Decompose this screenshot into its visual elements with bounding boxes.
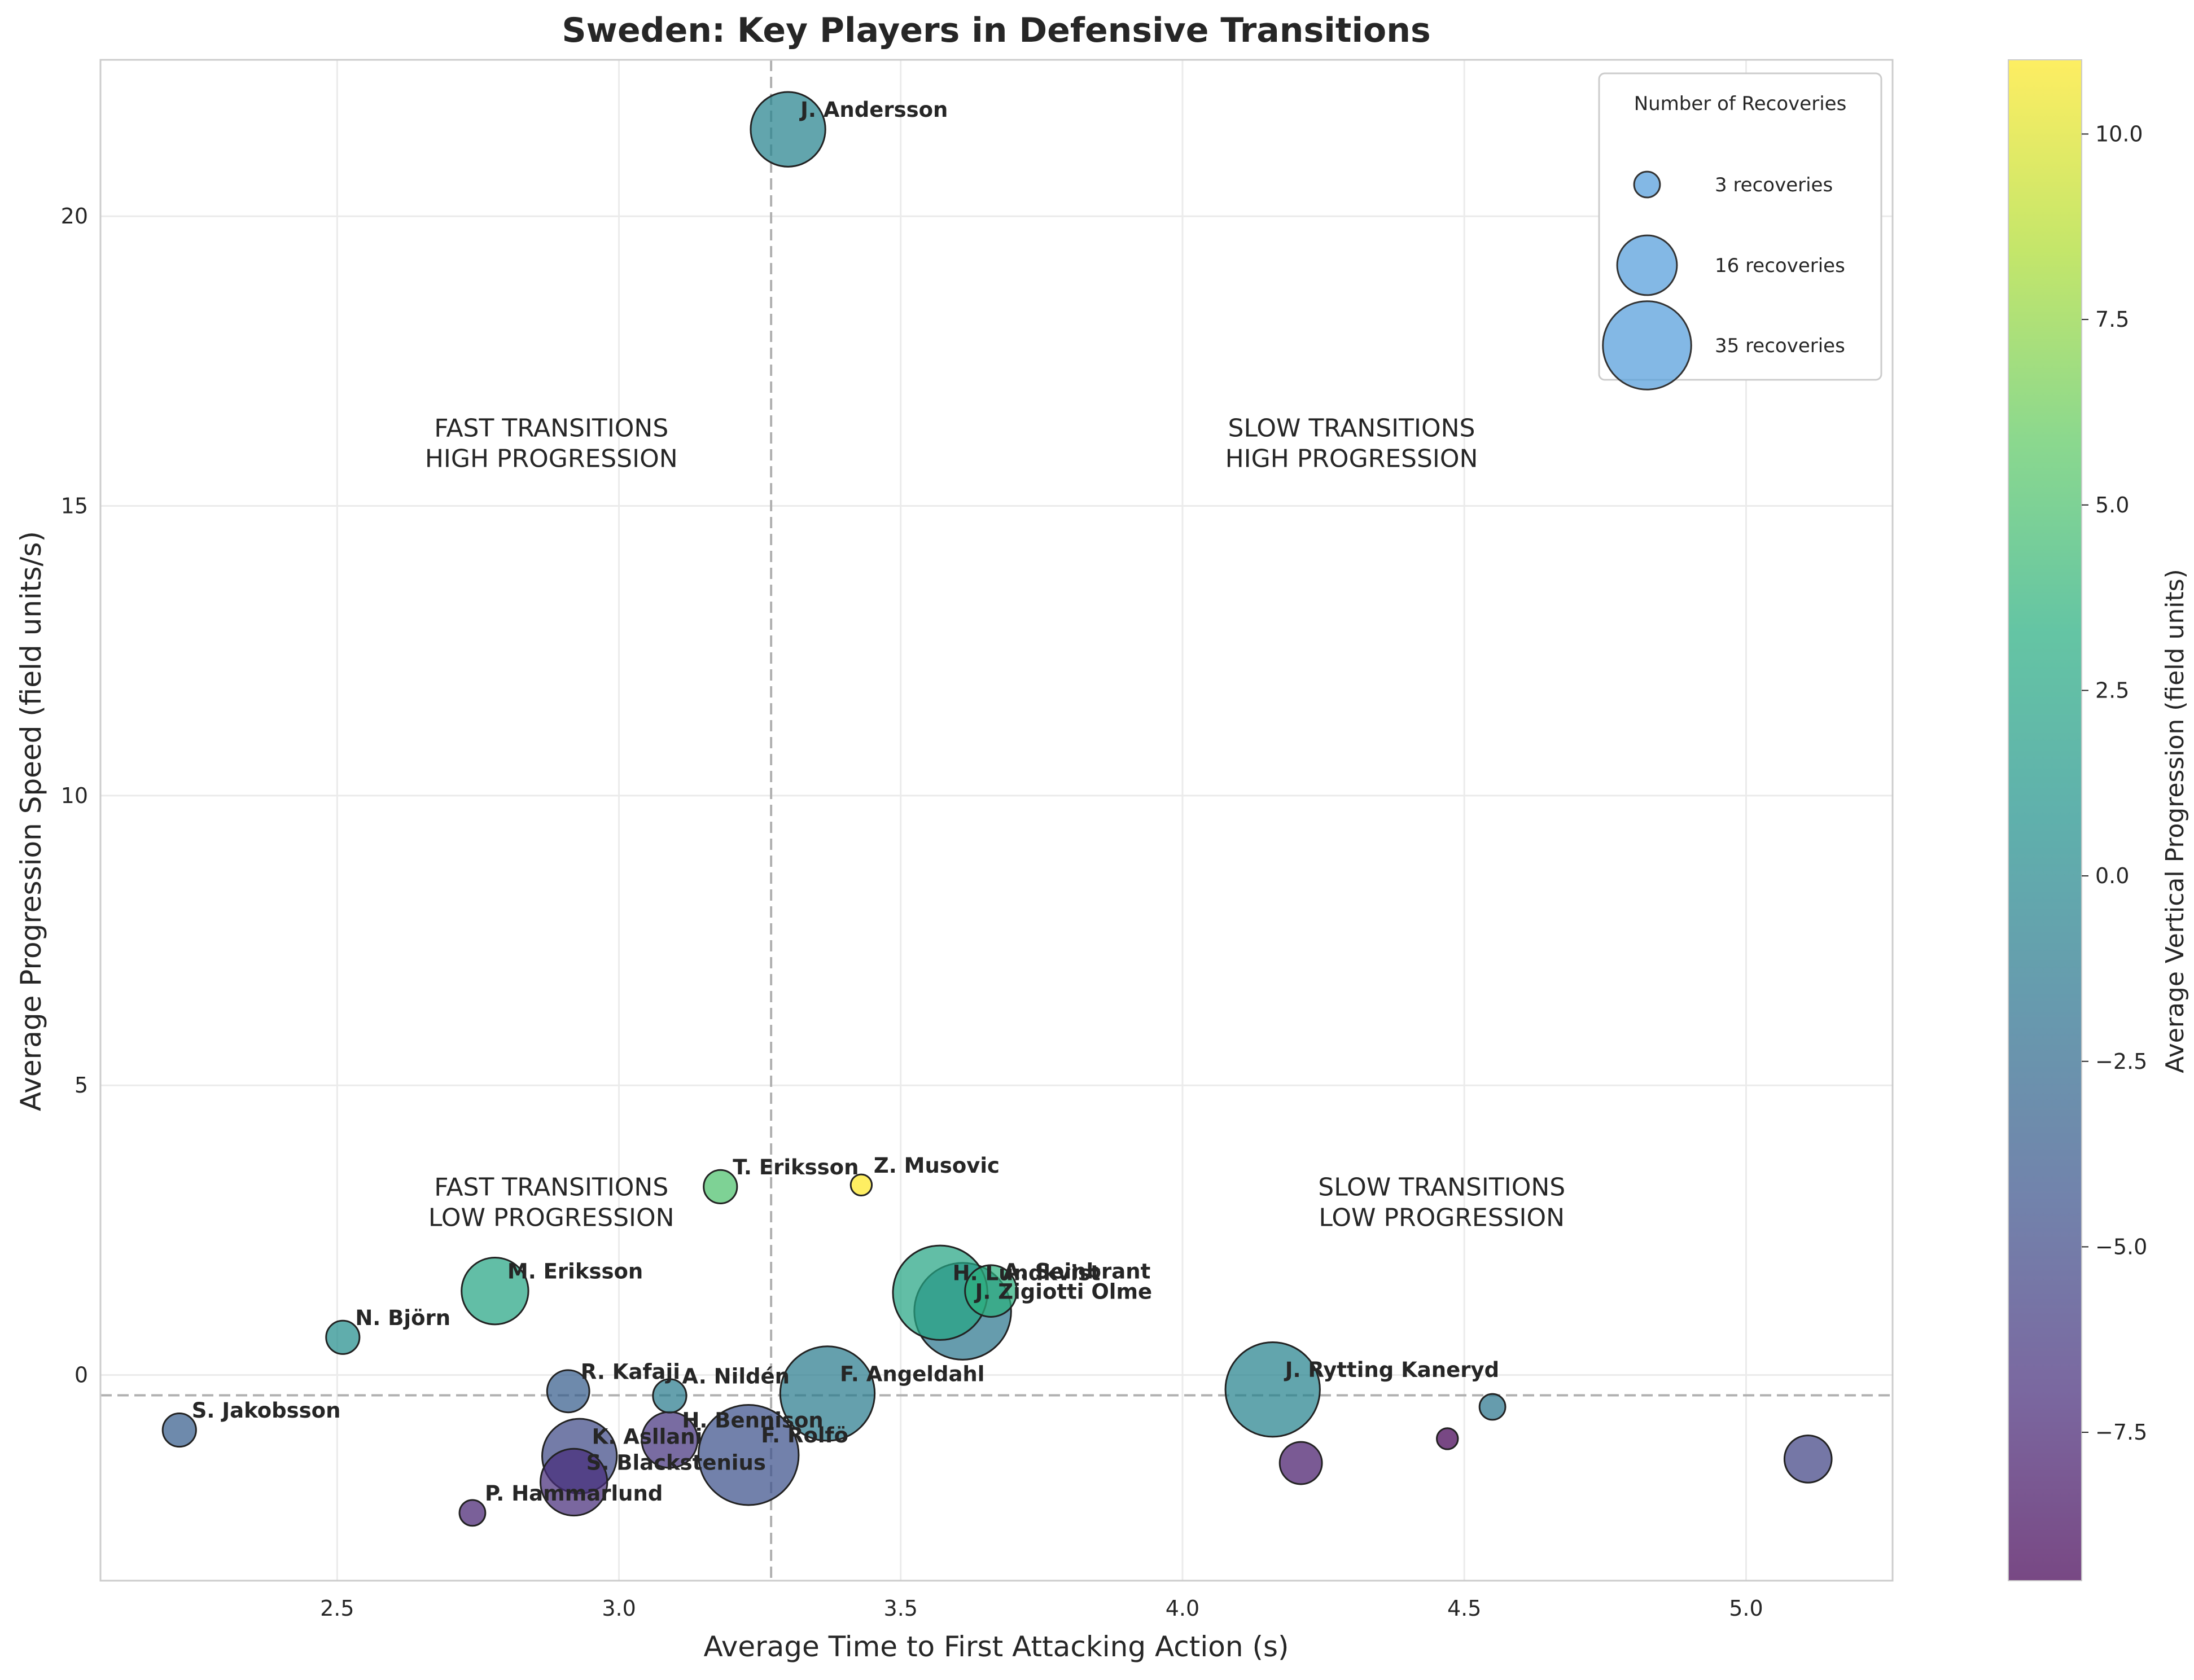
player-point: [325, 1319, 361, 1355]
x-tick-label: 4.0: [1166, 1596, 1199, 1621]
player-label: F. Angeldahl: [840, 1362, 985, 1386]
player-point: [779, 1345, 876, 1442]
size-legend-box: [1598, 72, 1882, 381]
player-label: J. Zigiotti Olme: [974, 1280, 1153, 1304]
player-label: P. Hammarlund: [485, 1481, 663, 1506]
player-label: A. Nildén: [682, 1364, 790, 1388]
player-label: M. Eriksson: [507, 1260, 643, 1284]
quadrant-label: FAST TRANSITIONS HIGH PROGRESSION: [425, 414, 678, 473]
plot-frame: [99, 59, 1894, 1582]
player-point: [161, 1412, 197, 1448]
size-legend-label: 3 recoveries: [1715, 174, 1833, 196]
player-point: [461, 1257, 529, 1326]
player-point: [1478, 1393, 1507, 1421]
player-label: J. Andersson: [799, 98, 948, 122]
reference-lines: [100, 60, 1893, 1581]
size-legend-title: Number of Recoveries: [1634, 93, 1847, 115]
player-label: J. Rytting Kaneryd: [1284, 1358, 1499, 1382]
quadrant-label: SLOW TRANSITIONS LOW PROGRESSION: [1318, 1173, 1565, 1232]
colorbar-tick-label: −2.5: [2095, 1049, 2147, 1074]
size-legend-marker: [1602, 300, 1692, 391]
x-tick-label: 3.0: [602, 1596, 636, 1621]
y-tick-label: 10: [61, 783, 88, 808]
colorbar-tick-label: 10.0: [2095, 121, 2143, 146]
x-tick-label: 5.0: [1729, 1596, 1763, 1621]
colorbar-tick-label: −7.5: [2095, 1420, 2147, 1445]
x-axis-ticks: 2.5 3.0 3.5 4.0 4.5 5.0: [320, 1596, 1763, 1621]
player-point: [652, 1378, 687, 1414]
player-label: T. Eriksson: [733, 1155, 859, 1179]
y-tick-label: 20: [61, 204, 88, 229]
player-label: S. Blackstenius: [586, 1450, 766, 1475]
player-label: K. Asllani: [592, 1424, 703, 1449]
x-tick-label: 4.5: [1447, 1596, 1481, 1621]
player-label: S. Jakobsson: [192, 1398, 341, 1423]
x-axis-label: Average Time to First Attacking Action (…: [703, 1630, 1289, 1663]
player-label: H. Lundkvist: [953, 1261, 1101, 1286]
y-tick-label: 15: [61, 494, 88, 519]
quadrant-label: FAST TRANSITIONS LOW PROGRESSION: [428, 1173, 675, 1232]
quadrant-labels: FAST TRANSITIONS HIGH PROGRESSION SLOW TRA…: [425, 414, 1565, 1232]
player-label: F. Rolfö: [761, 1423, 848, 1447]
player-point: [458, 1499, 487, 1527]
y-tick-label: 0: [75, 1363, 88, 1388]
size-legend-marker: [1616, 234, 1678, 296]
player-point: [1278, 1441, 1323, 1485]
player-label: A. Seinbrant: [1004, 1260, 1151, 1284]
player-point: [1783, 1435, 1833, 1484]
player-point: [1436, 1427, 1459, 1450]
player-label: N. Björn: [355, 1306, 450, 1330]
size-legend-label: 16 recoveries: [1715, 255, 1845, 277]
colorbar-tick-label: 5.0: [2095, 493, 2129, 517]
chart-title: Sweden: Key Players in Defensive Transit…: [562, 11, 1430, 50]
x-tick-label: 2.5: [320, 1596, 354, 1621]
colorbar-gradient: [2008, 60, 2082, 1581]
colorbar: −7.5 −5.0 −2.5 0.0 2.5 5.0 7.5 10.0 Average Ver…: [2008, 59, 2189, 1581]
player-point: [546, 1369, 590, 1414]
size-legend: Number of Recoveries 3 recoveries 16 reco…: [1598, 72, 1882, 391]
colorbar-tick-label: 0.0: [2095, 863, 2129, 888]
player-point: [849, 1173, 873, 1196]
colorbar-tick-label: −5.0: [2095, 1234, 2147, 1259]
player-point: [540, 1447, 608, 1517]
player-label: R. Kafaji: [581, 1359, 680, 1384]
player-point: [750, 91, 826, 168]
player-point: [1224, 1341, 1321, 1438]
y-tick-label: 5: [75, 1073, 88, 1098]
colorbar-tick-label: 2.5: [2095, 678, 2129, 703]
player-label: Z. Musovic: [874, 1153, 1000, 1178]
colorbar-tick-label: 7.5: [2095, 307, 2129, 332]
player-point: [703, 1169, 738, 1204]
y-axis-label: Average Progression Speed (field units/s…: [15, 531, 47, 1111]
player-label: H. Bennison: [682, 1409, 823, 1433]
player-point: [697, 1403, 800, 1506]
colorbar-label: Average Vertical Progression (field unit…: [2161, 569, 2189, 1073]
colorbar-frame: [2008, 59, 2082, 1581]
size-legend-label: 35 recoveries: [1715, 335, 1845, 357]
y-axis-ticks: 0 5 10 15 20: [61, 204, 88, 1387]
x-tick-label: 3.5: [884, 1596, 918, 1621]
quadrant-label: SLOW TRANSITIONS HIGH PROGRESSION: [1225, 414, 1478, 473]
size-legend-marker: [1633, 170, 1661, 199]
data-points: [161, 91, 1833, 1527]
player-point: [964, 1264, 1018, 1318]
point-labels: J. Andersson T. Eriksson Z. Musovic M. Erik…: [192, 98, 1499, 1506]
